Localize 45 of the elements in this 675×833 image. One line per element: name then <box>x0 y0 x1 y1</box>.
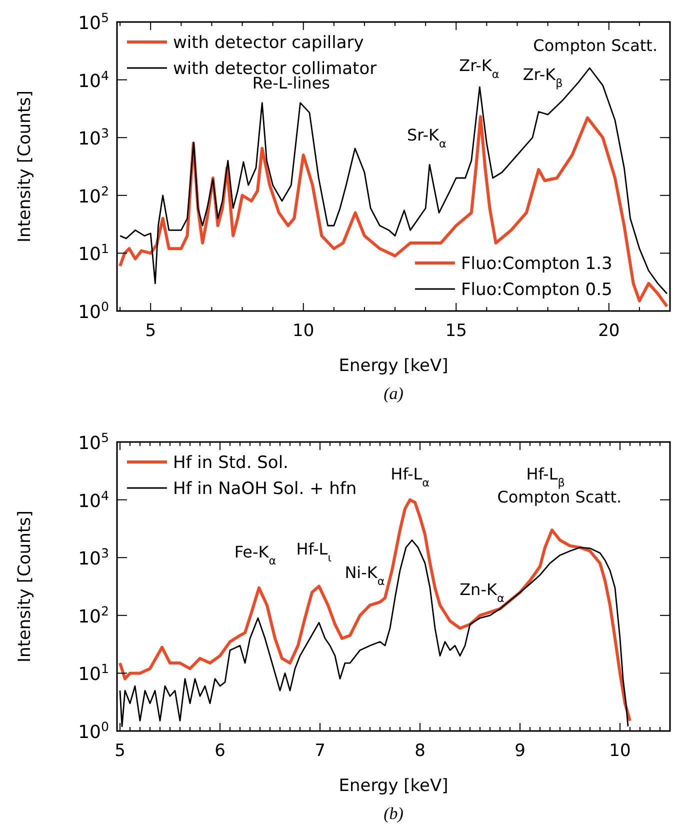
annotation: Fluo:Compton 0.5 <box>461 280 612 300</box>
x-tick-label: 9 <box>514 741 526 761</box>
y-tick-label: 10$^{4}$ <box>78 487 109 512</box>
legend-label: Hf in NaOH Sol. + hfn <box>173 479 357 499</box>
x-tick-label: 15 <box>445 321 467 341</box>
y-tick-label: 10$^{1}$ <box>78 660 109 686</box>
x-tick-label: 10 <box>609 741 631 761</box>
y-tick-label: 10$^{0}$ <box>78 298 109 323</box>
y-tick-label: 10$^{2}$ <box>78 182 109 208</box>
annotation: Hf-L$_{α}$ <box>390 464 430 490</box>
annotation: Zr-K$_{β}$ <box>522 64 563 90</box>
annotation: Sr-K$_{α}$ <box>407 125 446 150</box>
text: (b) <box>384 804 404 823</box>
x-axis-title: Energy [keV] <box>338 776 448 796</box>
annotation: Ni-K$_{α}$ <box>344 562 385 588</box>
y-tick-label: 10$^{4}$ <box>78 67 109 92</box>
y-axis-title: Intensity [Counts] <box>15 90 35 243</box>
x-tick-label: 5 <box>145 321 156 341</box>
annotation: Compton Scatt. <box>497 488 622 507</box>
x-tick-label: 8 <box>414 741 426 761</box>
annotation: Zn-K$_{α}$ <box>460 580 504 605</box>
y-tick-label: 10$^{5}$ <box>78 10 109 34</box>
y-tick-label: 10$^{1}$ <box>78 240 109 266</box>
x-tick-label: 10 <box>292 321 314 341</box>
text: (a) <box>384 384 404 403</box>
x-tick-label: 5 <box>114 741 126 761</box>
y-axis-title: Intensity [Counts] <box>15 510 35 663</box>
annotation: Hf-L$_{ι}$ <box>296 540 332 564</box>
annotation: Compton Scatt. <box>533 36 658 55</box>
legend-label: with detector capillary <box>173 33 364 53</box>
x-axis-title: Energy [keV] <box>338 356 448 376</box>
y-tick-label: 10$^{5}$ <box>78 430 109 454</box>
legend-label: Hf in Std. Sol. <box>173 453 288 473</box>
x-tick-label: 7 <box>314 741 326 761</box>
y-tick-label: 10$^{3}$ <box>78 125 109 150</box>
annotation: Zr-K$_{α}$ <box>459 56 500 81</box>
x-tick-label: 6 <box>214 741 226 761</box>
x-tick-label: 20 <box>598 321 620 341</box>
annotation: Hf-L$_{β}$ <box>526 464 565 490</box>
y-tick-label: 10$^{3}$ <box>78 545 109 570</box>
y-tick-label: 10$^{2}$ <box>78 602 109 628</box>
annotation: Re-L-lines <box>252 73 330 92</box>
y-tick-label: 10$^{0}$ <box>78 718 109 743</box>
annotation: Fe-K$_{α}$ <box>234 542 276 568</box>
annotation: Fluo:Compton 1.3 <box>461 254 612 274</box>
